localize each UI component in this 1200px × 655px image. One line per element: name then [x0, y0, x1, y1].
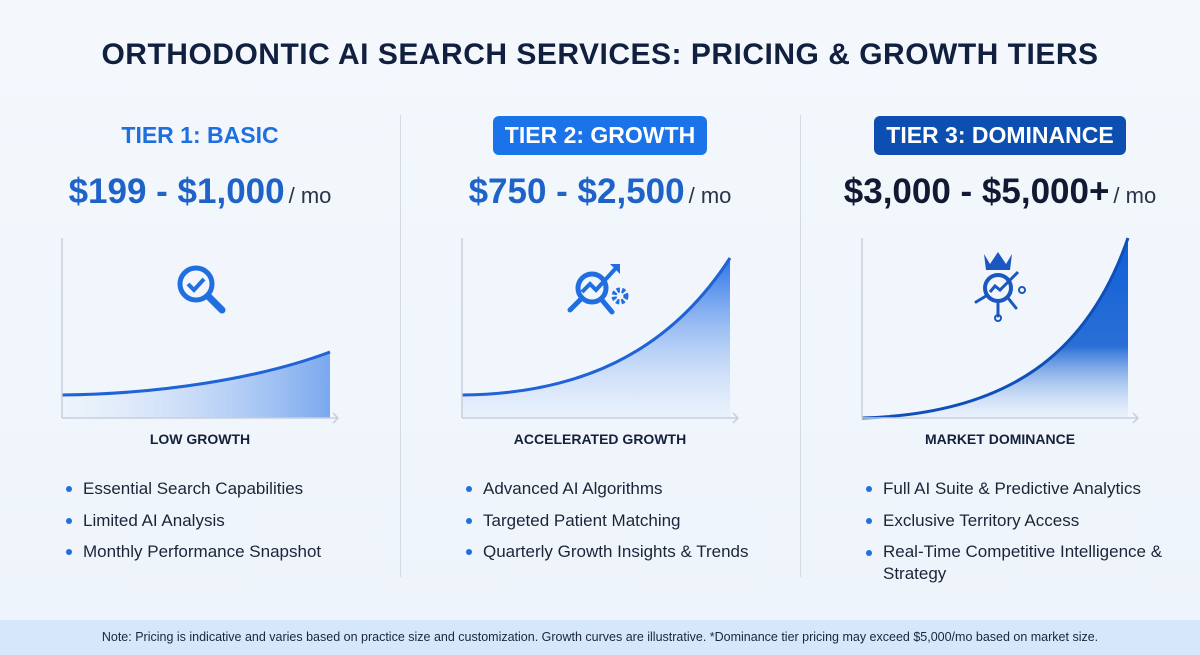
- feature-item: Quarterly Growth Insights & Trends: [466, 536, 749, 568]
- growth-label: LOW GROWTH: [149, 431, 251, 447]
- x-axis: [462, 412, 740, 424]
- feature-list: Full AI Suite & Predictive Analytics Exc…: [866, 473, 1186, 585]
- footer-note: Note: Pricing is indicative and varies b…: [0, 620, 1200, 655]
- growth-curve: [461, 257, 732, 397]
- page-title: ORTHODONTIC AI SEARCH SERVICES: PRICING …: [101, 38, 1099, 71]
- feature-item: Limited AI Analysis: [66, 505, 321, 537]
- low-growth-chart: [61, 238, 340, 424]
- feature-item: Real-Time Competitive Intelligence & Str…: [866, 536, 1186, 585]
- price-unit: / mo: [688, 183, 732, 208]
- feature-item: Full AI Suite & Predictive Analytics: [866, 473, 1186, 505]
- growth-curve: [861, 237, 1130, 420]
- tier-1-column: TIER 1: BASIC $199 - $1,000/ mo LOW GROW…: [0, 110, 400, 590]
- growth-area: [462, 258, 730, 418]
- tier-3-price: $3,000 - $5,000+ / mo: [800, 172, 1200, 212]
- tier-2-column: TIER 2: GROWTH $750 - $2,500/ mo ACCELER…: [400, 110, 800, 590]
- price-value: $199 - $1,000: [68, 172, 285, 211]
- feature-list: Advanced AI Algorithms Targeted Patient …: [466, 473, 749, 568]
- feature-item: Advanced AI Algorithms: [466, 473, 749, 505]
- growth-area: [862, 238, 1128, 418]
- tier-3-column: TIER 3: DOMINANCE $3,000 - $5,000+ / mo M…: [800, 110, 1200, 590]
- growth-label: ACCELERATED GROWTH: [513, 431, 687, 447]
- accelerated-growth-chart: [461, 238, 740, 424]
- feature-item: Exclusive Territory Access: [866, 505, 1186, 537]
- tier-2-price: $750 - $2,500/ mo: [400, 172, 800, 212]
- feature-item: Essential Search Capabilities: [66, 473, 321, 505]
- market-dominance-chart: [861, 237, 1140, 424]
- x-axis: [862, 412, 1140, 424]
- tier-2-badge: TIER 2: GROWTH: [492, 116, 708, 155]
- x-axis: [62, 412, 340, 424]
- magnifier-trend-gear-icon: [567, 264, 629, 315]
- price-unit: / mo: [288, 183, 332, 208]
- price-value: $3,000 - $5,000+: [843, 172, 1110, 211]
- magnifier-check-icon: [177, 265, 226, 314]
- tier-1-heading: TIER 1: BASIC: [121, 122, 279, 148]
- tier-1-price: $199 - $1,000/ mo: [0, 172, 400, 212]
- price-unit: / mo: [1113, 183, 1157, 208]
- crown-magnifier-network-icon: [974, 252, 1026, 322]
- growth-curve: [61, 350, 331, 397]
- feature-list: Essential Search Capabilities Limited AI…: [66, 473, 321, 568]
- tier-3-badge: TIER 3: DOMINANCE: [874, 116, 1126, 155]
- price-value: $750 - $2,500: [468, 172, 685, 211]
- feature-item: Monthly Performance Snapshot: [66, 536, 321, 568]
- divider: [400, 115, 401, 577]
- divider: [800, 115, 801, 577]
- growth-label: MARKET DOMINANCE: [924, 431, 1076, 447]
- feature-item: Targeted Patient Matching: [466, 505, 749, 537]
